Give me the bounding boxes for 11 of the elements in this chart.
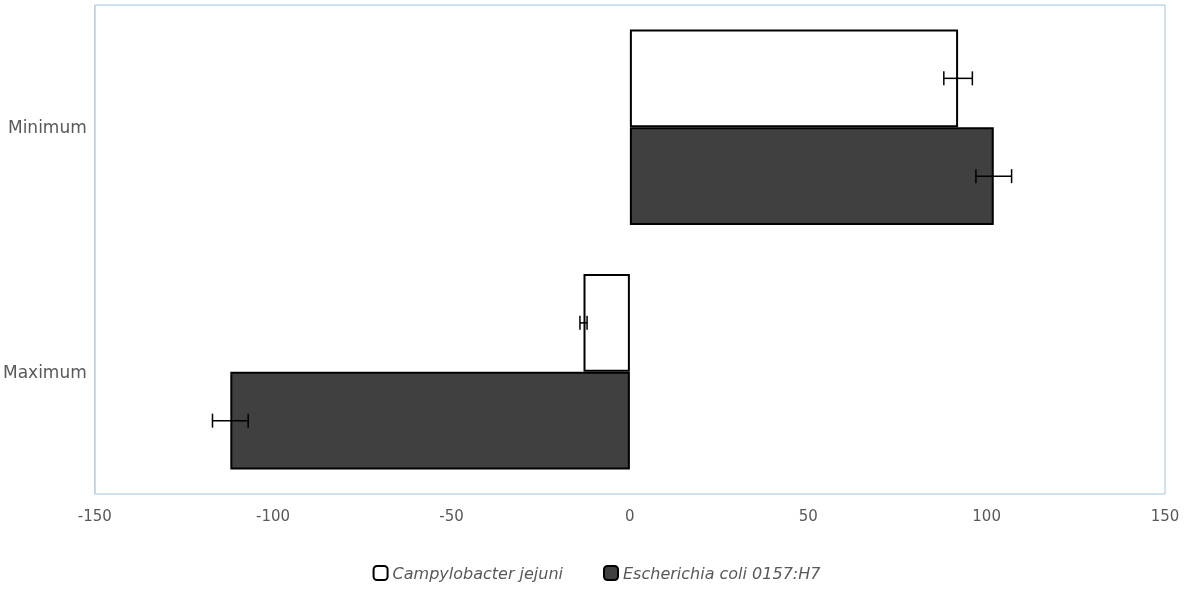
x-tick-label: 150 <box>1150 506 1180 525</box>
x-tick-label: 50 <box>798 506 818 525</box>
legend-label: Escherichia coli 0157:H7 <box>623 563 822 583</box>
y-tick-label: Maximum <box>3 361 87 382</box>
x-tick-label: -50 <box>439 506 464 525</box>
x-tick-label: -150 <box>77 506 112 525</box>
y-tick-label: Minimum <box>7 117 87 138</box>
x-tick-label: -100 <box>256 506 291 525</box>
x-tick-label: 0 <box>625 506 635 525</box>
x-tick-label: 100 <box>972 506 1001 525</box>
legend-label: Campylobacter jejuni <box>392 563 564 583</box>
